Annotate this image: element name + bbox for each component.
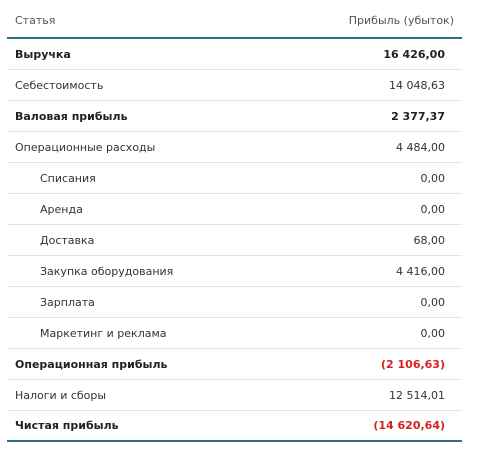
row-operating-expenses: Операционные расходы 4 484,00: [7, 132, 462, 163]
row-label: Чистая прибыль: [15, 419, 119, 432]
row-label: Операционные расходы: [15, 140, 156, 154]
row-label: Закупка оборудования: [40, 264, 174, 278]
row-equipment-purchase: Закупка оборудования 4 416,00: [7, 256, 462, 287]
row-taxes: Налоги и сборы 12 514,01: [7, 380, 462, 411]
row-label: Зарплата: [40, 295, 95, 309]
row-operating-profit: Операционная прибыль (2 106,63): [7, 349, 462, 380]
row-amount: 16 426,00: [383, 47, 445, 61]
row-label: Списания: [40, 171, 96, 185]
row-gross-profit: Валовая прибыль 2 377,37: [7, 101, 462, 132]
row-amount: 0,00: [420, 295, 446, 309]
row-amount: 0,00: [420, 171, 446, 185]
row-net-profit: Чистая прибыль (14 620,64): [7, 411, 462, 442]
row-label: Валовая прибыль: [15, 109, 128, 123]
row-label: Аренда: [40, 202, 83, 216]
item-column-header: Статья: [15, 14, 56, 27]
row-salary: Зарплата 0,00: [7, 287, 462, 318]
row-amount: 2 377,37: [391, 109, 445, 123]
row-label: Маркетинг и реклама: [40, 326, 167, 340]
row-amount: (2 106,63): [381, 357, 445, 371]
row-amount: 12 514,01: [389, 388, 445, 402]
row-amount: 4 484,00: [396, 140, 445, 154]
row-write-offs: Списания 0,00: [7, 163, 462, 194]
row-label: Налоги и сборы: [15, 388, 107, 402]
row-rent: Аренда 0,00: [7, 194, 462, 225]
amount-column-header: Прибыль (убыток): [348, 14, 454, 27]
row-amount: 0,00: [420, 326, 446, 340]
row-amount: 0,00: [420, 202, 446, 216]
row-amount: 14 048,63: [389, 78, 445, 92]
table-header: Статья Прибыль (убыток): [7, 4, 462, 39]
row-label: Операционная прибыль: [15, 357, 168, 371]
row-delivery: Доставка 68,00: [7, 225, 462, 256]
row-marketing: Маркетинг и реклама 0,00: [7, 318, 462, 349]
row-cost-of-goods: Себестоимость 14 048,63: [7, 70, 462, 101]
row-label: Доставка: [40, 233, 95, 247]
row-amount: 4 416,00: [396, 264, 445, 278]
row-label: Выручка: [15, 47, 71, 61]
profit-loss-report: Статья Прибыль (убыток) Выручка 16 426,0…: [7, 0, 462, 442]
row-amount: (14 620,64): [373, 419, 445, 432]
row-revenue: Выручка 16 426,00: [7, 39, 462, 70]
row-amount: 68,00: [413, 233, 446, 247]
row-label: Себестоимость: [15, 78, 104, 92]
